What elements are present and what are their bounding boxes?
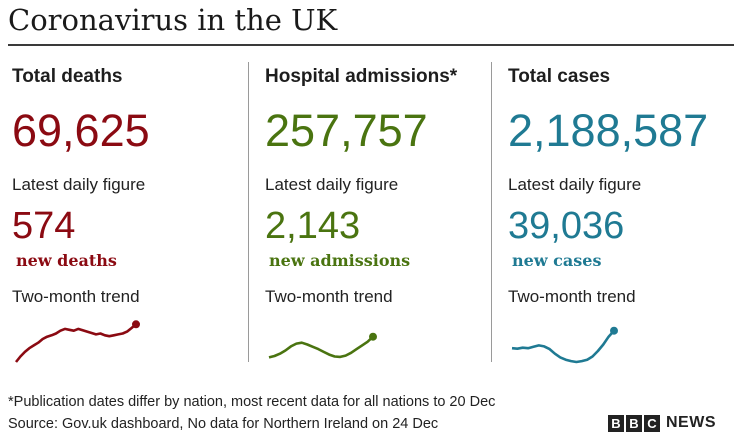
- title-rule: [8, 44, 734, 46]
- deaths-panel: Total deaths 69,625 Latest daily figure …: [12, 60, 252, 370]
- publication-footnote: *Publication dates differ by nation, mos…: [8, 394, 496, 410]
- admissions-panel: Hospital admissions* 257,757 Latest dail…: [265, 60, 505, 370]
- trend-endpoint: [610, 326, 618, 335]
- cases-daily-label: Latest daily figure: [508, 175, 642, 194]
- deaths-trend-label: Two-month trend: [12, 287, 140, 306]
- cases-panel: Total cases 2,188,587 Latest daily figur…: [508, 60, 740, 370]
- bbc-logo-letter: C: [644, 414, 660, 432]
- cases-daily-value: 39,036: [508, 205, 625, 247]
- source-note: Source: Gov.uk dashboard, No data for No…: [8, 416, 439, 432]
- cases-total: 2,188,587: [508, 105, 709, 156]
- admissions-total: 257,757: [265, 105, 428, 156]
- column-divider: [248, 62, 249, 362]
- trend-line: [14, 323, 137, 363]
- column-divider: [491, 62, 492, 362]
- cases-trend-label: Two-month trend: [508, 287, 636, 306]
- deaths-daily-value: 574: [12, 205, 76, 247]
- deaths-daily-unit: new deaths: [16, 251, 117, 270]
- cases-trend-sparkline: [511, 326, 618, 364]
- admissions-trend-sparkline: [268, 332, 377, 359]
- admissions-daily-value: 2,143: [265, 205, 361, 247]
- bbc-logo-letter: B: [626, 414, 642, 432]
- deaths-trend-sparkline: [14, 320, 140, 363]
- deaths-heading: Total deaths: [12, 66, 123, 87]
- trend-endpoint: [132, 320, 140, 329]
- cases-heading: Total cases: [508, 66, 611, 87]
- bbc-logo-letter: B: [608, 414, 624, 432]
- admissions-daily-unit: new admissions: [269, 251, 411, 270]
- trend-line: [268, 335, 374, 359]
- admissions-heading: Hospital admissions*: [265, 66, 458, 87]
- page-title: Coronavirus in the UK: [8, 3, 338, 37]
- admissions-trend-label: Two-month trend: [265, 287, 393, 306]
- deaths-total: 69,625: [12, 105, 150, 156]
- trend-line: [511, 329, 615, 364]
- bbc-news-logo: B B C NEWS: [608, 413, 716, 433]
- cases-daily-unit: new cases: [512, 251, 602, 270]
- bbc-logo-news: NEWS: [666, 414, 716, 431]
- deaths-daily-label: Latest daily figure: [12, 175, 146, 194]
- admissions-daily-label: Latest daily figure: [265, 175, 399, 194]
- trend-endpoint: [369, 332, 377, 341]
